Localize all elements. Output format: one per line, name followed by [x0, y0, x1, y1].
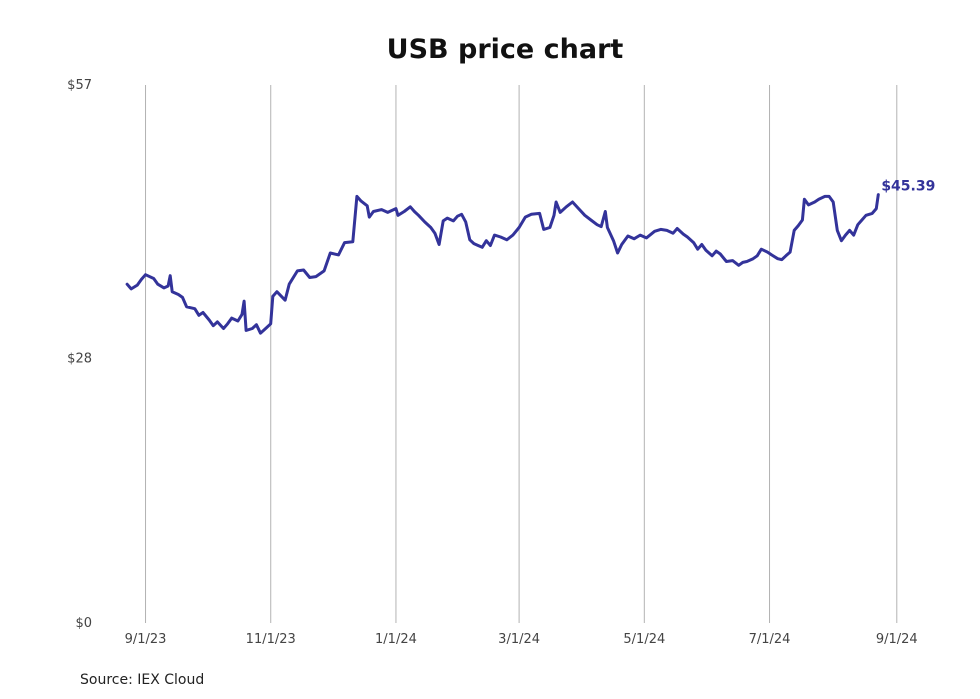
price-series	[125, 193, 880, 335]
x-tick-label: 11/1/23	[246, 632, 296, 647]
price-line	[125, 193, 880, 335]
last-price-label: $45.39	[881, 179, 935, 195]
x-tick-label: 1/1/24	[375, 632, 417, 647]
y-tick-label: $0	[75, 616, 92, 631]
y-tick-label: $57	[67, 78, 92, 93]
x-tick-label: 9/1/23	[125, 632, 167, 647]
x-tick-label: 7/1/24	[749, 632, 791, 647]
x-axis-labels: 9/1/23 11/1/23 1/1/24 3/1/24 5/1/24 7/1/24 9/1…	[125, 632, 918, 647]
gridlines	[145, 85, 898, 623]
y-axis-labels: $0 $28 $57	[67, 78, 92, 631]
annotations: $45.39	[881, 179, 935, 195]
chart-title: USB price chart	[387, 34, 624, 65]
source-note: Source: IEX Cloud	[80, 672, 204, 688]
x-tick-label: 5/1/24	[623, 632, 665, 647]
x-tick-label: 9/1/24	[876, 632, 918, 647]
x-tick-label: 3/1/24	[498, 632, 540, 647]
y-tick-label: $28	[67, 352, 92, 367]
